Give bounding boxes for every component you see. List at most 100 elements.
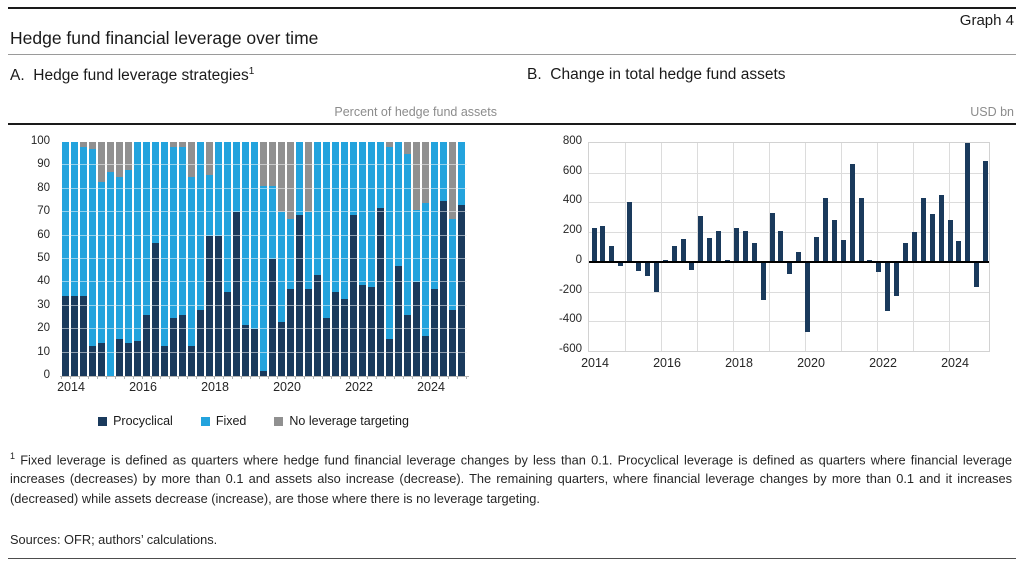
panel-a-segment (305, 212, 312, 290)
panel-a-bar-2015Q1 (98, 142, 105, 376)
panel-a-bar-2017Q1 (170, 142, 177, 376)
panel-a-segment (359, 284, 366, 376)
panel-a-segment (260, 371, 267, 376)
panel-a-ytick-label: 30 (37, 298, 50, 311)
panel-b-bar-2017Q4 (725, 259, 730, 262)
panel-b-xtick-label: 2016 (653, 356, 681, 370)
panel-a-ytick-label: 70 (37, 205, 50, 218)
panel-a-segment (305, 289, 312, 376)
panel-a-title-prefix: A. (10, 67, 25, 85)
panel-a-axis-tick (241, 376, 242, 379)
panel-a-segment (188, 142, 195, 178)
panel-b-year-gridline (733, 143, 734, 351)
panel-a-bar-2019Q4 (269, 142, 276, 376)
panel-a-axis-tick (268, 376, 269, 379)
panel-a-segment (269, 186, 276, 259)
panel-b-bar-2021Q3 (858, 197, 864, 262)
panel-b-gridline (589, 232, 989, 234)
panel-b-bar-2019Q3 (787, 261, 793, 275)
panel-b-ytick-label: 200 (562, 224, 582, 237)
panel-b-bar-2018Q2 (742, 231, 748, 262)
panel-a-segment (296, 142, 303, 215)
panel-a-axis-tick (304, 376, 305, 379)
panel-a-segment (350, 214, 357, 376)
panel-a-xtick-label: 2020 (273, 380, 301, 394)
footnote-marker: 1 (10, 451, 16, 461)
panel-a-bar-2018Q1 (206, 142, 213, 376)
panel-b-xtick-label: 2018 (725, 356, 753, 370)
panel-a-segment (215, 142, 222, 236)
panel-a-axis-tick (322, 376, 323, 379)
panel-a-bar-2018Q2 (215, 142, 222, 376)
panel-a-segment (134, 142, 141, 341)
panel-a-gridline-overlay (62, 351, 467, 353)
panel-b-ytick-label: -600 (558, 343, 582, 355)
panel-a-bar-2020Q3 (296, 142, 303, 376)
panel-a-axis-tick (313, 376, 314, 379)
panel-a-segment (431, 289, 438, 376)
panel-a-axis-tick (295, 376, 296, 379)
panel-a-segment (296, 214, 303, 376)
panel-a-segment (287, 289, 294, 376)
panel-a-axis-tick (142, 376, 143, 379)
panel-a-segment (404, 142, 411, 154)
panel-a-bar-2023Q2 (395, 142, 402, 376)
panel-a-gridline-overlay (62, 211, 467, 213)
panel-a-segment (206, 174, 213, 236)
panel-a-axis-tick (457, 376, 458, 379)
panel-a-axis-tick (115, 376, 116, 379)
panel-a-segment (116, 177, 123, 339)
panel-a-xtick-label: 2014 (57, 380, 85, 394)
panel-a-segment (125, 142, 132, 171)
panel-a-bar-2014Q2 (71, 142, 78, 376)
panel-a-segment (431, 142, 438, 290)
panel-b-bar-2018Q1 (733, 227, 739, 262)
panel-a-segment (98, 181, 105, 344)
panel-a-ytick-label: 90 (37, 158, 50, 171)
panel-a-bar-2015Q2 (107, 142, 114, 376)
panel-a-gridline-overlay (62, 187, 467, 189)
panel-b-bar-2015Q3 (644, 261, 650, 276)
page-title: Hedge fund financial leverage over time (10, 28, 319, 48)
bottom-rule (8, 558, 1016, 559)
panel-a-segment (233, 142, 240, 213)
panel-b-bar-2015Q4 (653, 261, 659, 293)
legend-label: Fixed (215, 414, 247, 428)
panel-b-ytick-label: 0 (575, 253, 582, 266)
panel-a-segment (260, 142, 267, 187)
panel-a-ytick-label: 40 (37, 275, 50, 288)
panel-b-bar-2019Q4 (796, 252, 802, 262)
panel-a-segment (386, 146, 393, 339)
panel-b-bar-2017Q1 (698, 215, 704, 262)
panel-b-zero-line (589, 260, 989, 263)
panel-b-bar-2015Q1 (627, 202, 633, 262)
panel-a-segment (143, 142, 150, 316)
panel-a-segment (125, 343, 132, 376)
panel-a-segment (332, 142, 339, 292)
panel-a-segment (179, 315, 186, 376)
panel-b-bar-2019Q2 (778, 230, 784, 262)
panel-a-bar-2025Q1 (458, 142, 465, 376)
panel-a-bar-2018Q4 (233, 142, 240, 376)
panel-a-segment (269, 142, 276, 187)
panel-b-bar-2015Q2 (636, 261, 641, 271)
panel-a-segment (404, 153, 411, 316)
panel-b-year-gridline (625, 143, 626, 351)
panel-a-bar-2024Q2 (431, 142, 438, 376)
panel-b-year-gridline (805, 143, 806, 351)
panel-a-bar-2020Q2 (287, 142, 294, 376)
panel-a-axis-tick (259, 376, 260, 379)
panel-a-segment (116, 338, 123, 376)
panel-a-bar-2023Q3 (404, 142, 411, 376)
panel-a-bar-2015Q3 (116, 142, 123, 376)
panel-b-year-gridline (877, 143, 878, 351)
panel-a-bar-2023Q1 (386, 142, 393, 376)
panel-a-segment (368, 287, 375, 376)
panel-a-axis-tick (187, 376, 188, 379)
panel-a-axis-tick (412, 376, 413, 379)
panel-b-year-gridline (661, 143, 662, 351)
chart-top-rule (8, 123, 1016, 125)
panel-a-segment (80, 142, 87, 147)
panel-a-bar-2022Q2 (359, 142, 366, 376)
graph-number-label: Graph 4 (959, 12, 1014, 29)
